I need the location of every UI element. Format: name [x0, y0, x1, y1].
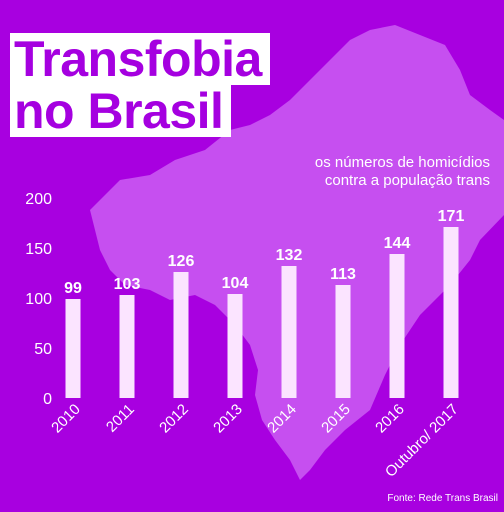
- y-tick-label: 0: [43, 391, 52, 408]
- data-label: 99: [64, 280, 82, 297]
- y-tick-label: 50: [34, 341, 52, 358]
- bar: [389, 254, 405, 398]
- title-line-2: no Brasil: [10, 85, 232, 137]
- subtitle-line-1: os números de homicídios: [314, 154, 490, 171]
- bar: [335, 285, 351, 398]
- bar: [65, 299, 81, 398]
- bar: [443, 227, 459, 398]
- x-tick-label: 2014: [264, 401, 300, 437]
- x-tick-label: 2016: [372, 401, 408, 437]
- bar: [227, 294, 243, 398]
- data-label: 126: [168, 253, 195, 270]
- subtitle-line-2: contra a população trans: [324, 172, 490, 189]
- bar: [281, 266, 297, 398]
- x-tick-label: 2010: [48, 401, 84, 437]
- data-label: 103: [114, 276, 141, 293]
- data-label: 104: [222, 275, 249, 292]
- title-line-1: Transfobia: [10, 33, 270, 85]
- data-label: 113: [330, 266, 356, 283]
- bar: [119, 295, 135, 398]
- data-label: 132: [276, 247, 303, 264]
- bar: [173, 272, 189, 398]
- y-tick-label: 200: [25, 191, 52, 208]
- x-tick-label: 2012: [156, 401, 192, 437]
- y-tick-label: 100: [25, 291, 52, 308]
- y-tick-label: 150: [25, 241, 52, 258]
- x-tick-label: 2013: [210, 401, 246, 437]
- brazil-map-shape: [90, 25, 504, 480]
- x-tick-label: 2011: [103, 401, 138, 436]
- data-label: 171: [438, 208, 465, 225]
- x-tick-label: 2015: [318, 401, 354, 437]
- source-note: Fonte: Rede Trans Brasil: [387, 493, 498, 504]
- data-label: 144: [384, 235, 411, 252]
